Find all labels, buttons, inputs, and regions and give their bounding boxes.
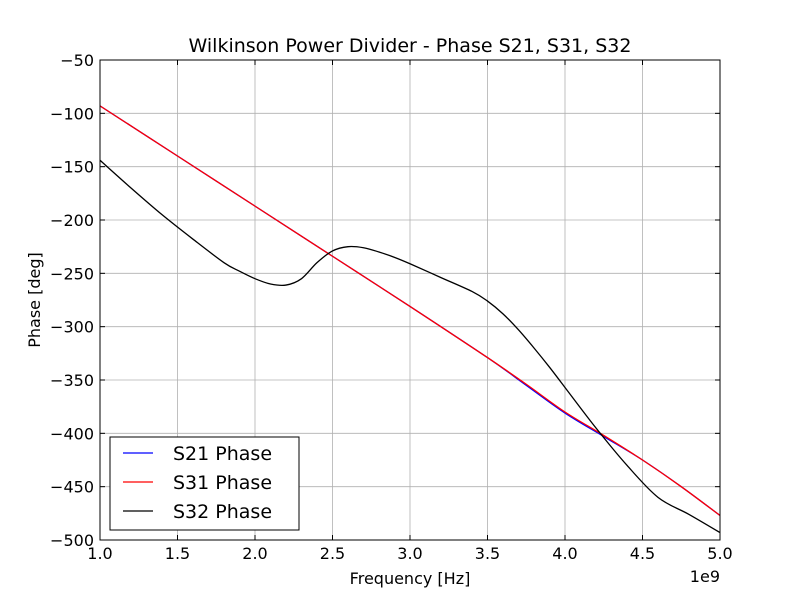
x-tick-label: 4.0 — [552, 544, 577, 563]
x-tick-label: 3.5 — [475, 544, 500, 563]
chart-title: Wilkinson Power Divider - Phase S21, S31… — [189, 35, 632, 57]
y-tick-label: −100 — [50, 104, 94, 123]
ticks: 1.0 1.5 2.0 2.5 3.0 3.5 4.0 4.5 5.0 −50 −100 −150 −2… — [50, 51, 733, 563]
legend: S21 Phase S31 Phase S32 Phase — [109, 436, 300, 531]
x-tick-label: 4.5 — [630, 544, 655, 563]
y-tick-label: −50 — [60, 51, 94, 70]
y-tick-label: −150 — [50, 158, 94, 177]
x-axis-label: Frequency [Hz] — [350, 569, 471, 588]
x-tick-label: 5.0 — [707, 544, 732, 563]
series-line-s31-phase — [100, 105, 720, 516]
y-axis-label: Phase [deg] — [25, 252, 44, 348]
legend-label-s31-phase: S31 Phase — [173, 472, 272, 494]
x-tick-label: 3.0 — [397, 544, 422, 563]
y-tick-label: −350 — [50, 371, 94, 390]
x-tick-label: 1.5 — [165, 544, 190, 563]
y-tick-label: −300 — [50, 318, 94, 337]
x-tick-label: 2.0 — [242, 544, 267, 563]
legend-label-s32-phase: S32 Phase — [173, 501, 272, 523]
legend-label-s21-phase: S21 Phase — [173, 443, 272, 465]
x-tick-label: 1.0 — [87, 544, 112, 563]
y-tick-label: −400 — [50, 424, 94, 443]
y-tick-label: −250 — [50, 264, 94, 283]
plot-area — [100, 105, 720, 534]
grid — [99, 59, 721, 541]
series-line-s32-phase — [100, 159, 720, 534]
x-tick-label: 2.5 — [320, 544, 345, 563]
x-axis-offset-label: 1e9 — [690, 567, 720, 586]
y-tick-label: −500 — [50, 531, 94, 550]
y-tick-label: −200 — [50, 211, 94, 230]
y-tick-label: −450 — [50, 478, 94, 497]
